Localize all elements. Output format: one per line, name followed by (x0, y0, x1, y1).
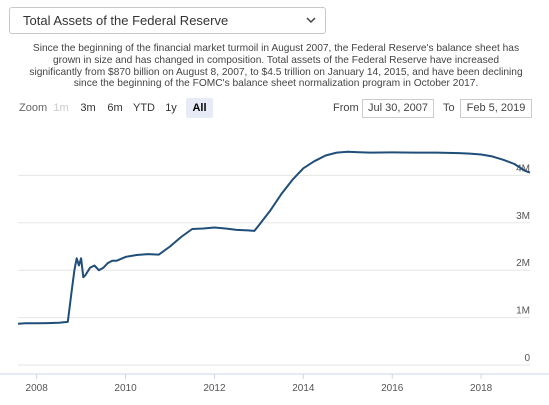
y-tick-label: 0 (524, 353, 530, 364)
x-tick-label: 2014 (292, 383, 315, 394)
x-tick-label: 2010 (114, 383, 137, 394)
zoom-button-3m[interactable]: 3m (80, 102, 96, 114)
grid-lines (18, 174, 530, 366)
to-date-input[interactable]: Feb 5, 2019 (460, 99, 532, 118)
y-tick-label: 1M (516, 306, 530, 317)
x-tick-label: 2012 (203, 383, 226, 394)
chart-description: Since the beginning of the financial mar… (29, 43, 523, 90)
series-select[interactable]: Total Assets of the Federal Reserve (9, 7, 326, 34)
y-tick-label: 2M (516, 258, 530, 269)
zoom-button-1y[interactable]: 1y (165, 102, 177, 114)
y-tick-label: 3M (516, 211, 530, 222)
x-tick-label: 2008 (26, 383, 49, 394)
chevron-down-icon (306, 17, 316, 24)
series-select-value: Total Assets of the Federal Reserve (23, 13, 229, 28)
range-selector: Zoom 1m 3m 6m YTD 1y All From Jul 30, 20… (0, 98, 549, 120)
zoom-label: Zoom (19, 102, 48, 114)
x-tick-label: 2016 (381, 383, 404, 394)
x-tick-label: 2018 (470, 383, 493, 394)
to-label: To (443, 102, 455, 114)
series-line (17, 150, 531, 325)
from-date-input[interactable]: Jul 30, 2007 (362, 99, 434, 118)
x-axis: 2008 2010 2012 2014 2016 2018 (0, 373, 549, 394)
zoom-button-ytd[interactable]: YTD (133, 102, 155, 114)
from-label: From (333, 102, 359, 114)
zoom-button-1m[interactable]: 1m (53, 102, 69, 114)
zoom-button-all[interactable]: All (186, 98, 213, 118)
zoom-button-6m[interactable]: 6m (107, 102, 123, 114)
